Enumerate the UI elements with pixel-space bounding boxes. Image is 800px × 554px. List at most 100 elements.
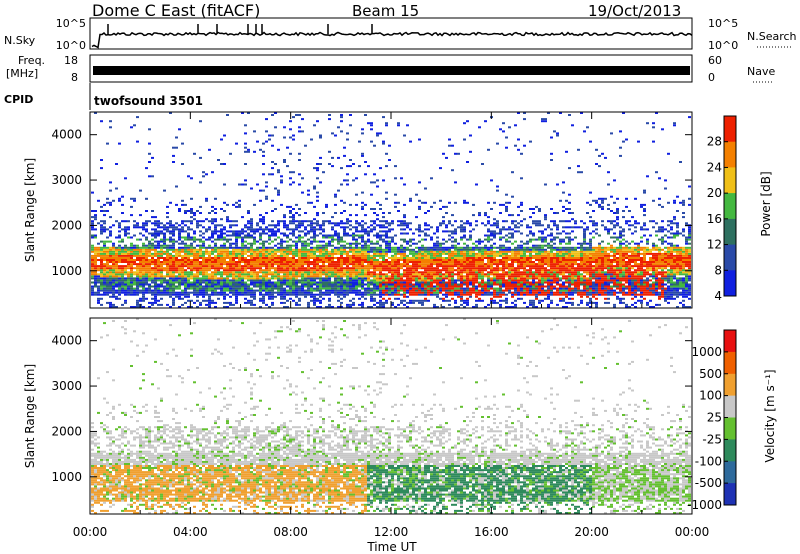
heatmap-cell bbox=[415, 291, 418, 294]
heatmap-cell bbox=[223, 238, 226, 241]
heatmap-cell bbox=[472, 287, 475, 290]
heatmap-cell bbox=[436, 246, 439, 249]
heatmap-cell bbox=[106, 252, 109, 255]
heatmap-cell bbox=[403, 261, 406, 263]
heatmap-cell bbox=[355, 254, 358, 257]
heatmap-cell bbox=[154, 271, 157, 274]
heatmap-cell bbox=[370, 273, 373, 276]
heatmap-cell bbox=[490, 250, 493, 253]
heatmap-cell bbox=[244, 289, 247, 292]
heatmap-cell bbox=[370, 248, 373, 251]
heatmap-cell bbox=[307, 303, 310, 306]
heatmap-cell bbox=[253, 267, 256, 270]
heatmap-cell bbox=[439, 271, 442, 274]
heatmap-cell bbox=[109, 265, 112, 268]
heatmap-cell bbox=[262, 297, 265, 300]
heatmap-cell bbox=[424, 267, 427, 270]
heatmap-cell bbox=[148, 142, 151, 145]
heatmap-cell bbox=[205, 291, 208, 294]
heatmap-cell bbox=[235, 293, 238, 296]
heatmap-cell bbox=[325, 259, 328, 261]
heatmap-cell bbox=[178, 293, 181, 296]
heatmap-cell bbox=[451, 281, 454, 284]
heatmap-cell bbox=[160, 283, 163, 286]
heatmap-cell bbox=[97, 267, 100, 270]
heatmap-cell bbox=[334, 269, 337, 272]
heatmap-cell bbox=[436, 291, 439, 294]
heatmap-cell bbox=[397, 271, 400, 274]
heatmap-cell bbox=[220, 291, 223, 294]
heatmap-cell bbox=[271, 161, 274, 163]
heatmap-cell bbox=[154, 299, 157, 302]
heatmap-cell bbox=[439, 246, 442, 249]
heatmap-cell bbox=[517, 269, 520, 272]
heatmap-cell bbox=[271, 246, 274, 249]
heatmap-cell bbox=[313, 265, 316, 268]
heatmap-cell bbox=[406, 289, 409, 292]
heatmap-cell bbox=[268, 269, 271, 272]
heatmap-cell bbox=[394, 293, 397, 296]
heatmap-cell bbox=[289, 297, 292, 300]
heatmap-cell bbox=[298, 265, 301, 268]
heatmap-cell bbox=[148, 161, 151, 163]
heatmap-cell bbox=[313, 254, 316, 257]
heatmap-cell bbox=[370, 246, 373, 249]
heatmap-cell bbox=[496, 265, 499, 268]
heatmap-cell bbox=[436, 285, 439, 288]
heatmap-cell bbox=[280, 252, 283, 255]
heatmap-cell bbox=[358, 269, 361, 272]
heatmap-cell bbox=[106, 257, 109, 259]
heatmap-cell bbox=[184, 287, 187, 290]
heatmap-cell bbox=[208, 267, 211, 270]
heatmap-cell bbox=[403, 250, 406, 253]
heatmap-cell bbox=[115, 275, 118, 278]
heatmap-cell bbox=[478, 293, 481, 296]
heatmap-cell bbox=[250, 301, 253, 304]
heatmap-cell bbox=[382, 275, 385, 278]
heatmap-cell bbox=[499, 246, 502, 249]
heatmap-cell bbox=[115, 281, 118, 284]
heatmap-cell bbox=[508, 271, 511, 274]
heatmap-cell bbox=[244, 281, 247, 284]
heatmap-cell bbox=[511, 257, 514, 259]
heatmap-cell bbox=[460, 254, 463, 257]
heatmap-cell bbox=[361, 220, 364, 223]
heatmap-cell bbox=[331, 281, 334, 284]
heatmap-cell bbox=[400, 222, 403, 225]
heatmap-cell bbox=[256, 275, 259, 278]
heatmap-cell bbox=[319, 261, 322, 263]
heatmap-cell bbox=[487, 238, 490, 241]
heatmap-cell bbox=[283, 287, 286, 290]
heatmap-cell bbox=[169, 244, 172, 247]
heatmap-cell bbox=[439, 273, 442, 276]
heatmap-cell bbox=[160, 244, 163, 247]
heatmap-cell bbox=[316, 306, 319, 308]
heatmap-cell bbox=[355, 244, 358, 247]
heatmap-cell bbox=[481, 281, 484, 284]
heatmap-cell bbox=[175, 291, 178, 294]
heatmap-cell bbox=[388, 289, 391, 292]
heatmap-cell bbox=[307, 269, 310, 272]
heatmap-cell bbox=[454, 238, 457, 241]
heatmap-cell bbox=[217, 269, 220, 272]
heatmap-cell bbox=[283, 293, 286, 296]
heatmap-cell bbox=[433, 246, 436, 249]
heatmap-cell bbox=[169, 293, 172, 296]
heatmap-cell bbox=[97, 254, 100, 257]
heatmap-cell bbox=[187, 287, 190, 290]
heatmap-cell bbox=[202, 250, 205, 253]
heatmap-cell bbox=[133, 261, 136, 263]
heatmap-cell bbox=[388, 281, 391, 284]
heatmap-cell bbox=[409, 240, 412, 243]
heatmap-cell bbox=[157, 224, 160, 227]
heatmap-cell bbox=[148, 244, 151, 247]
heatmap-cell bbox=[511, 234, 514, 237]
heatmap-cell bbox=[343, 269, 346, 272]
heatmap-cell bbox=[343, 234, 346, 237]
heatmap-cell bbox=[385, 285, 388, 288]
heatmap-cell bbox=[139, 285, 142, 288]
heatmap-cell bbox=[373, 263, 376, 266]
heatmap-cell bbox=[469, 222, 472, 225]
heatmap-cell bbox=[415, 285, 418, 288]
heatmap-cell bbox=[223, 297, 226, 300]
